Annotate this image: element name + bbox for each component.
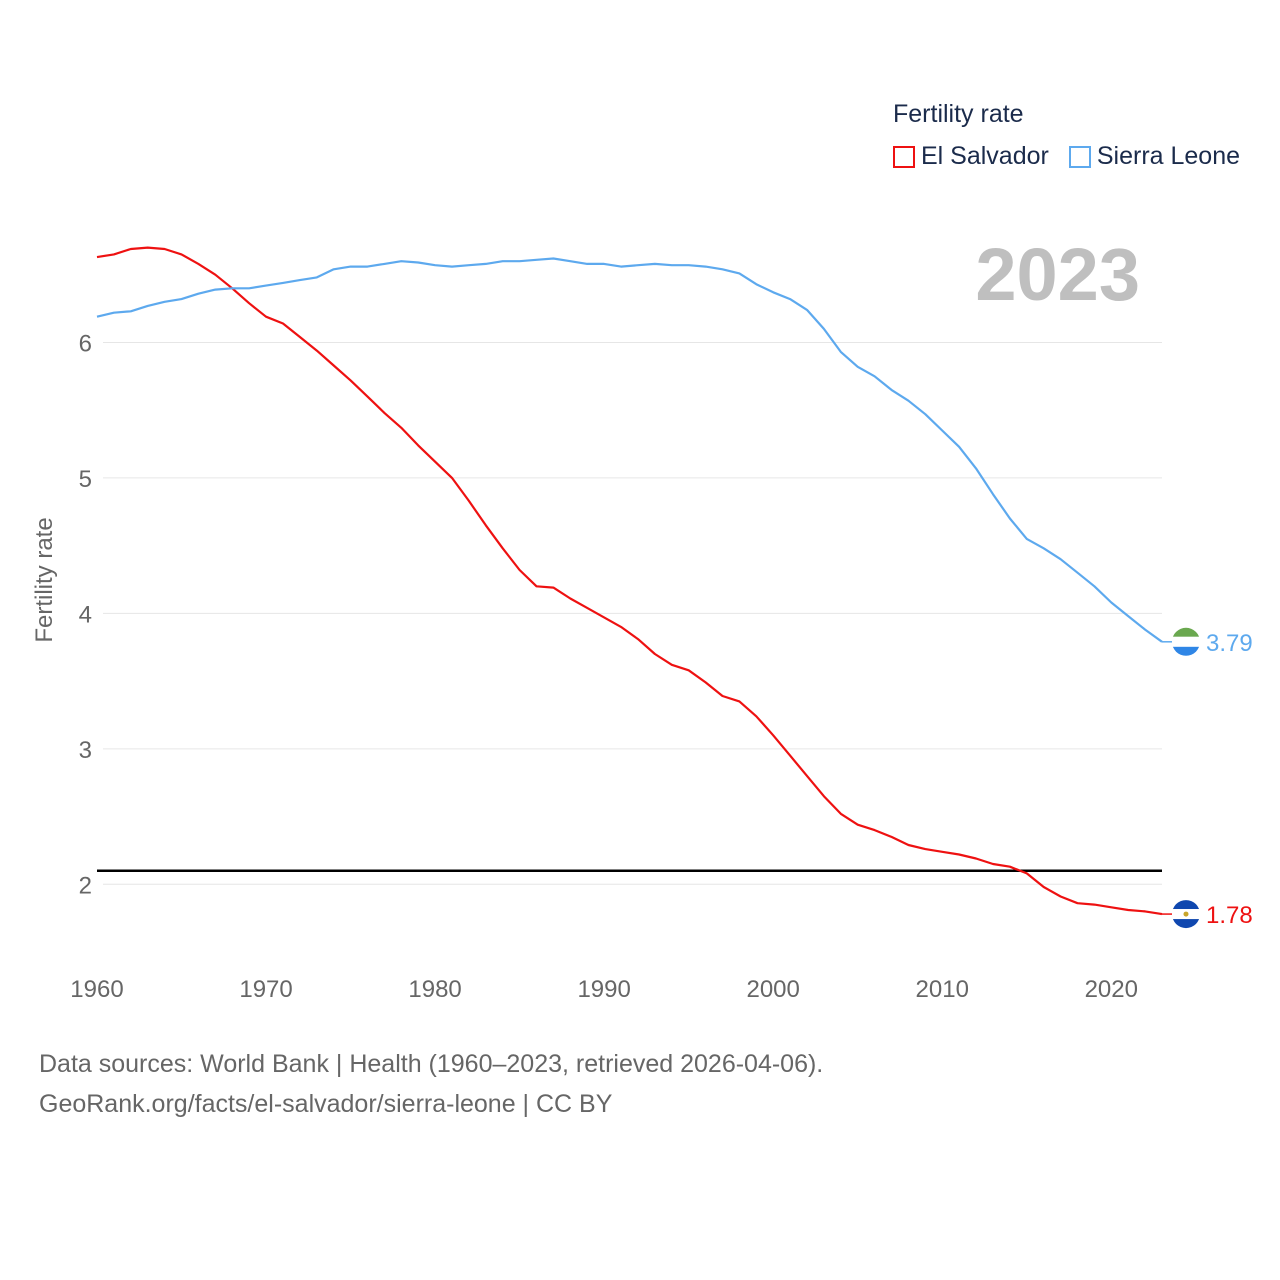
footer: Data sources: World Bank | Health (1960–… bbox=[39, 1044, 823, 1124]
y-tick-label: 4 bbox=[79, 601, 92, 628]
x-tick-label: 2020 bbox=[1085, 976, 1138, 1003]
y-tick-label: 2 bbox=[79, 872, 92, 899]
legend-swatch-sierra-leone bbox=[1068, 145, 1091, 168]
legend-item-el-salvador[interactable]: El Salvador bbox=[893, 142, 1049, 171]
attribution-link[interactable]: GeoRank.org/facts/el-salvador/sierra-leo… bbox=[39, 1090, 613, 1118]
x-tick-label: 1980 bbox=[408, 976, 461, 1003]
x-tick-label: 1970 bbox=[239, 976, 292, 1003]
x-tick-label: 1990 bbox=[577, 976, 630, 1003]
x-tick-label: 1960 bbox=[70, 976, 123, 1003]
legend: El Salvador Sierra Leone bbox=[893, 142, 1260, 171]
y-tick-label: 5 bbox=[79, 466, 92, 493]
legend-item-sierra-leone[interactable]: Sierra Leone bbox=[1068, 142, 1241, 171]
series-line-sierra-leone bbox=[96, 257, 1163, 643]
sierra-leone-flag-icon bbox=[1172, 627, 1200, 656]
y-tick-label: 3 bbox=[79, 737, 92, 764]
year-label: 2023 bbox=[975, 233, 1140, 316]
legend-title: Fertility rate bbox=[893, 100, 1024, 128]
x-tick-label: 2010 bbox=[916, 976, 969, 1003]
end-value-label-sierra-leone: 3.79 bbox=[1206, 630, 1253, 657]
x-tick-label: 2000 bbox=[746, 976, 799, 1003]
legend-label-sierra-leone: Sierra Leone bbox=[1096, 142, 1241, 170]
legend-label-el-salvador: El Salvador bbox=[921, 142, 1049, 170]
data-source-text: Data sources: World Bank | Health (1960–… bbox=[39, 1050, 824, 1078]
legend-swatch-el-salvador bbox=[893, 145, 915, 168]
y-axis-label: Fertility rate bbox=[31, 517, 58, 642]
end-value-label-el-salvador: 1.78 bbox=[1206, 902, 1253, 929]
el-salvador-flag-icon bbox=[1172, 900, 1200, 929]
y-tick-label: 6 bbox=[79, 330, 92, 357]
series-line-el-salvador bbox=[96, 246, 1163, 916]
